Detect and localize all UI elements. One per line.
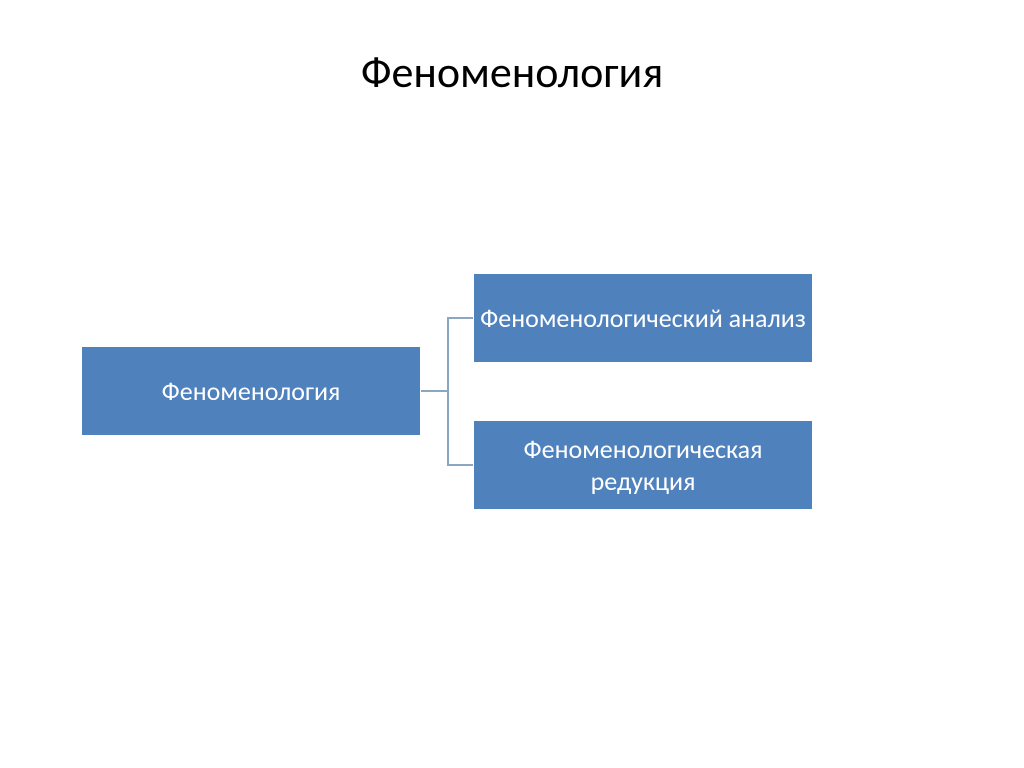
page-title: Феноменология bbox=[0, 45, 1024, 99]
connector-segment bbox=[447, 317, 473, 319]
tree-node-child-1: Феноменологический анализ bbox=[473, 273, 813, 363]
tree-node-root: Феноменология bbox=[81, 346, 421, 436]
tree-node-child-2: Феноменологическая редукция bbox=[473, 420, 813, 510]
tree-node-child-1-label: Феноменологический анализ bbox=[480, 302, 806, 335]
connector-segment bbox=[447, 464, 473, 466]
connector-segment bbox=[421, 390, 447, 392]
connector-segment bbox=[447, 317, 449, 465]
tree-node-child-2-label: Феноменологическая редукция bbox=[474, 433, 812, 498]
tree-node-root-label: Феноменология bbox=[162, 375, 341, 408]
